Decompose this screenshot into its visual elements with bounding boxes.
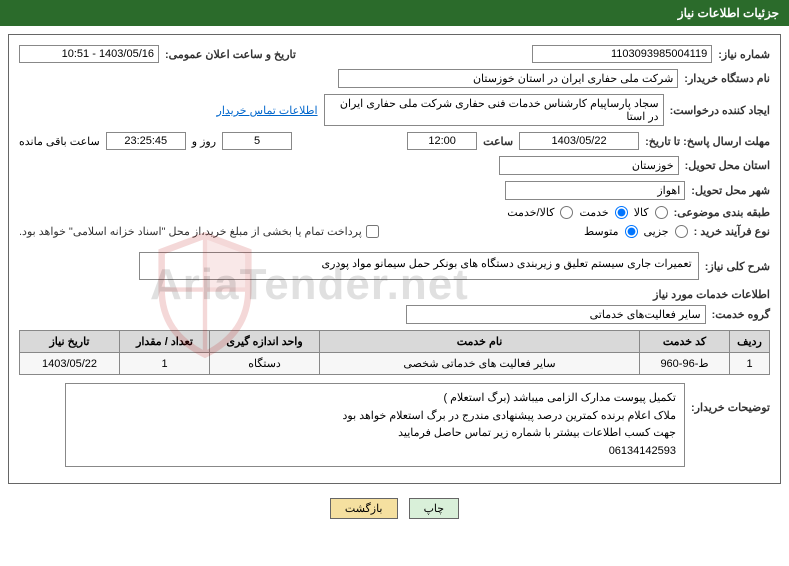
col-need-date: تاریخ نیاز	[20, 331, 120, 353]
deadline-label: مهلت ارسال پاسخ: تا تاریخ:	[645, 135, 770, 148]
proc-type-small-label: جزیی	[644, 225, 669, 238]
details-panel: شماره نیاز: 1103093985004119 تاریخ و ساع…	[8, 34, 781, 484]
days-and-label: روز و	[192, 135, 216, 148]
page-title: جزئیات اطلاعات نیاز	[0, 0, 789, 26]
services-table: ردیف کد خدمت نام خدمت واحد اندازه گیری ت…	[19, 330, 770, 375]
deadline-date-field: 1403/05/22	[519, 132, 639, 150]
buyer-notes-line2: ملاک اعلام برنده کمترین درصد پیشنهادی من…	[74, 408, 676, 426]
category-goods-service-label: کالا/خدمت	[507, 206, 554, 219]
category-service-radio[interactable]	[615, 206, 628, 219]
pub-datetime-label: تاریخ و ساعت اعلان عمومی:	[165, 48, 296, 61]
buyer-notes-label: توضیحات خریدار:	[691, 383, 770, 414]
cell-service-code: ط-96-960	[640, 353, 730, 375]
category-goods-label: کالا	[634, 206, 649, 219]
print-button[interactable]: چاپ	[409, 498, 460, 519]
buyer-org-label: نام دستگاه خریدار:	[684, 72, 770, 85]
col-row-no: ردیف	[730, 331, 770, 353]
category-goods-service[interactable]: کالا/خدمت	[507, 206, 573, 219]
requester-field: سجاد پارساپیام کارشناس خدمات فنی حفاری ش…	[324, 94, 664, 126]
table-row: 1 ط-96-960 سایر فعالیت های خدماتی شخصی د…	[20, 353, 770, 375]
proc-type-medium-label: متوسط	[584, 225, 619, 238]
col-service-code: کد خدمت	[640, 331, 730, 353]
deadline-time-label: ساعت	[483, 135, 513, 148]
cell-need-date: 1403/05/22	[20, 353, 120, 375]
proc-type-medium-radio[interactable]	[625, 225, 638, 238]
proc-type-small[interactable]: جزیی	[644, 225, 688, 238]
days-left-field: 5	[222, 132, 292, 150]
col-service-name: نام خدمت	[320, 331, 640, 353]
need-no-field: 1103093985004119	[532, 45, 712, 63]
buyer-notes-line4: 06134142593	[74, 443, 676, 461]
col-unit: واحد اندازه گیری	[210, 331, 320, 353]
requester-label: ایجاد کننده درخواست:	[670, 104, 770, 117]
payment-treasury-label: پرداخت تمام یا بخشی از مبلغ خرید،از محل …	[19, 225, 362, 238]
proc-type-medium[interactable]: متوسط	[584, 225, 638, 238]
payment-treasury-checkbox[interactable]	[366, 225, 379, 238]
buyer-contact-link[interactable]: اطلاعات تماس خریدار	[217, 104, 318, 117]
category-service-label: خدمت	[579, 206, 608, 219]
cell-unit: دستگاه	[210, 353, 320, 375]
service-group-label: گروه خدمت:	[712, 308, 770, 321]
category-label: طبقه بندی موضوعی:	[674, 206, 770, 219]
cell-service-name: سایر فعالیت های خدماتی شخصی	[320, 353, 640, 375]
deliv-prov-field: خوزستان	[499, 156, 679, 175]
proc-type-label: نوع فرآیند خرید :	[694, 225, 770, 238]
category-goods-service-radio[interactable]	[560, 206, 573, 219]
proc-type-small-radio[interactable]	[675, 225, 688, 238]
cell-row-no: 1	[730, 353, 770, 375]
category-goods[interactable]: کالا	[634, 206, 668, 219]
time-left-field: 23:25:45	[106, 132, 186, 150]
buyer-notes-line1: تکمیل پیوست مدارک الزامی میباشد (برگ است…	[74, 390, 676, 408]
services-info-heading: اطلاعات خدمات مورد نیاز	[19, 288, 770, 301]
category-service[interactable]: خدمت	[579, 206, 627, 219]
buyer-notes-line3: جهت کسب اطلاعات بیشتر با شماره زیر تماس …	[74, 425, 676, 443]
remaining-label: ساعت باقی مانده	[19, 135, 100, 148]
need-no-label: شماره نیاز:	[718, 48, 770, 61]
buyer-org-field: شرکت ملی حفاری ایران در استان خوزستان	[338, 69, 678, 88]
back-button[interactable]: بازگشت	[330, 498, 398, 519]
need-desc-field: تعمیرات جاری سیستم تعلیق و زیربندی دستگا…	[139, 252, 699, 280]
pub-datetime-field: 1403/05/16 - 10:51	[19, 45, 159, 63]
need-desc-label: شرح کلی نیاز:	[705, 260, 770, 273]
deliv-city-label: شهر محل تحویل:	[691, 184, 770, 197]
category-goods-radio[interactable]	[655, 206, 668, 219]
service-group-field: سایر فعالیت‌های خدماتی	[406, 305, 706, 324]
buyer-notes-field: تکمیل پیوست مدارک الزامی میباشد (برگ است…	[65, 383, 685, 467]
deadline-time-field: 12:00	[407, 132, 477, 150]
deliv-prov-label: استان محل تحویل:	[685, 159, 770, 172]
col-qty: تعداد / مقدار	[120, 331, 210, 353]
deliv-city-field: اهواز	[505, 181, 685, 200]
cell-qty: 1	[120, 353, 210, 375]
